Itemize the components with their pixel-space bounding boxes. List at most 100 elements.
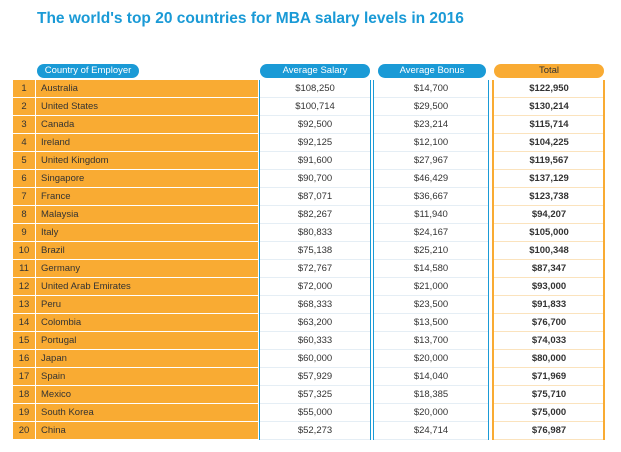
row-divider [260,385,370,386]
rank-cell: 19 [18,407,30,418]
salary-cell: $60,333 [297,335,333,346]
country-cell: United Kingdom [41,155,109,166]
row-divider [494,259,603,260]
table-row: 5 United Kingdom $91,600 $27,967 $119,567 [0,152,621,170]
row-divider [494,367,603,368]
rank-cell: 9 [21,227,27,238]
country-cell: Malaysia [41,209,79,220]
row-divider [374,313,488,314]
row-divider [494,115,603,116]
row-divider [13,223,258,224]
row-divider [374,241,488,242]
rank-cell: 8 [21,209,27,220]
row-divider [13,97,258,98]
row-divider [494,277,603,278]
country-cell: Brazil [41,245,65,256]
country-cell: France [41,191,71,202]
bonus-cell: $13,500 [413,317,449,328]
table-row: 18 Mexico $57,325 $18,385 $75,710 [0,386,621,404]
rank-divider [35,206,36,224]
rank-divider [35,332,36,350]
row-divider [13,295,258,296]
rank-divider [35,188,36,206]
total-cell: $119,567 [529,155,569,166]
row-divider [494,151,603,152]
bonus-cell: $27,967 [413,155,449,166]
row-divider [260,349,370,350]
row-divider [374,277,488,278]
row-divider [494,331,603,332]
row-divider [13,403,258,404]
country-cell: Peru [41,299,62,310]
row-divider [494,223,603,224]
header-average-salary: Average Salary [260,64,370,78]
bonus-cell: $24,714 [413,425,449,436]
rank-divider [35,80,36,98]
table-row: 16 Japan $60,000 $20,000 $80,000 [0,350,621,368]
table-row: 6 Singapore $90,700 $46,429 $137,129 [0,170,621,188]
row-divider [13,367,258,368]
row-divider [260,169,370,170]
row-divider [494,403,603,404]
total-cell: $100,348 [529,245,569,256]
total-cell: $80,000 [531,353,567,364]
country-cell: United Arab Emirates [41,281,131,292]
rank-divider [35,278,36,296]
bonus-cell: $11,940 [414,209,448,220]
row-divider [494,97,603,98]
table-row: 14 Colombia $63,200 $13,500 $76,700 [0,314,621,332]
country-cell: South Korea [41,407,94,418]
rank-divider [35,152,36,170]
row-divider [260,259,370,260]
table-row: 11 Germany $72,767 $14,580 $87,347 [0,260,621,278]
row-divider [374,295,488,296]
rank-divider [35,296,36,314]
bonus-cell: $21,000 [413,281,449,292]
column-divider [259,80,260,440]
table-row: 20 China $52,273 $24,714 $76,987 [0,422,621,440]
salary-cell: $87,071 [297,191,333,202]
row-divider [374,331,488,332]
header-total: Total [494,64,604,78]
bonus-cell: $36,667 [413,191,449,202]
country-cell: Singapore [41,173,85,184]
row-divider [13,331,258,332]
rank-cell: 11 [19,263,29,274]
country-cell: Portugal [41,335,77,346]
salary-cell: $91,600 [297,155,333,166]
row-divider [260,403,370,404]
row-divider [13,421,258,422]
total-cell: $105,000 [529,227,569,238]
salary-cell: $82,267 [297,209,333,220]
rank-cell: 13 [18,299,30,310]
total-cell: $137,129 [529,173,569,184]
rank-divider [35,224,36,242]
row-divider [494,205,603,206]
row-divider [13,259,258,260]
country-cell: Spain [41,371,66,382]
row-divider [374,169,488,170]
table-row: 9 Italy $80,833 $24,167 $105,000 [0,224,621,242]
row-divider [13,313,258,314]
country-cell: Ireland [41,137,71,148]
rank-cell: 2 [21,101,27,112]
country-cell: United States [41,101,99,112]
column-divider [370,80,371,440]
rank-cell: 16 [18,353,30,364]
table-row: 2 United States $100,714 $29,500 $130,214 [0,98,621,116]
rank-divider [35,386,36,404]
row-divider [494,385,603,386]
row-divider [260,133,370,134]
header-country: Country of Employer [37,64,139,78]
bonus-cell: $18,385 [413,389,449,400]
row-divider [374,439,488,440]
row-divider [374,349,488,350]
country-cell: Italy [41,227,59,238]
table-row: 17 Spain $57,929 $14,040 $71,969 [0,368,621,386]
bonus-cell: $12,100 [413,137,449,148]
row-divider [260,115,370,116]
total-cell: $75,000 [531,407,567,418]
row-divider [13,385,258,386]
country-cell: Germany [41,263,81,274]
total-cell: $75,710 [531,389,567,400]
